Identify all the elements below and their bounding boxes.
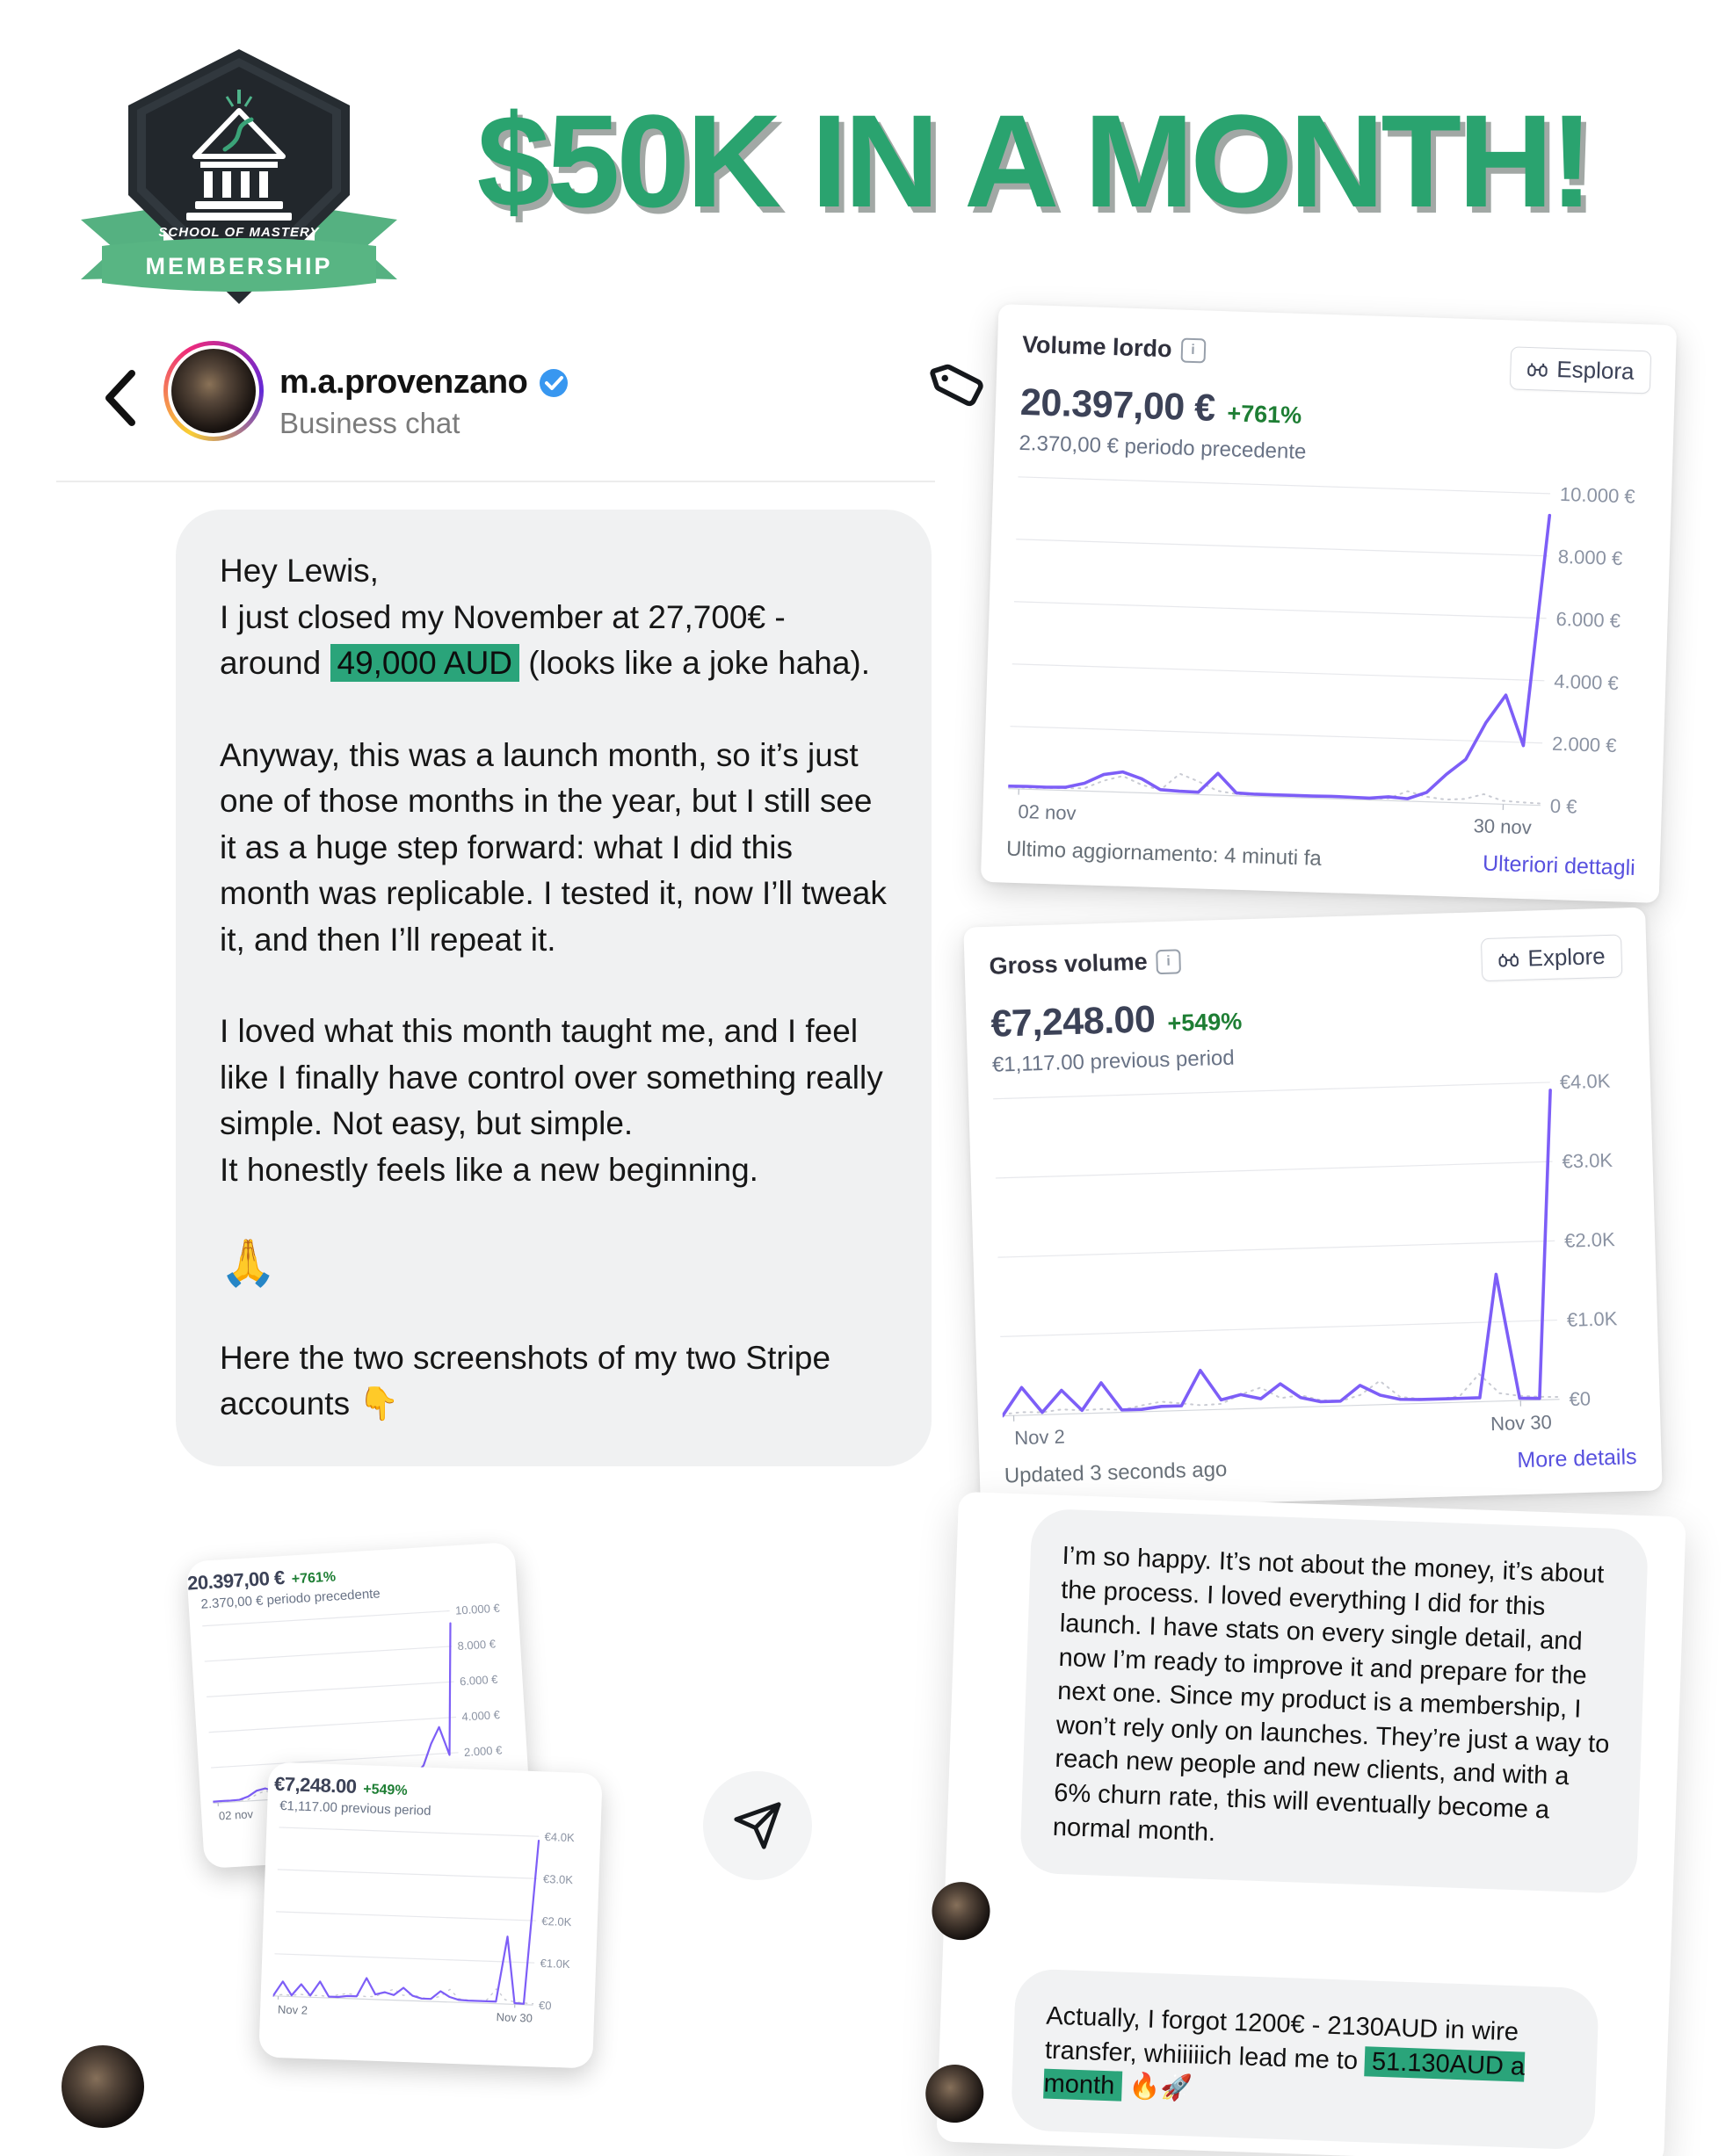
school-of-mastery-badge: SCHOOL OF MASTERY MEMBERSHIP [76,44,402,311]
svg-text:02 nov: 02 nov [219,1807,254,1822]
binoculars-icon [1527,362,1548,377]
svg-text:€2.0K: €2.0K [1564,1228,1616,1252]
svg-text:€0: €0 [539,1999,552,2012]
badge-school-text: SCHOOL OF MASTERY [158,225,320,240]
shield-inner [146,67,332,279]
avatar [62,2045,144,2128]
chat-message-followup: Actually, I forgot 1200€ - 2130AUD in wi… [1010,1968,1599,2151]
chat-message-main: Hey Lewis, I just closed my November at … [176,510,932,1466]
back-chevron-icon [105,370,135,426]
gross-volume-value: €7,248.00 [990,998,1157,1045]
last-updated-text: Updated 3 seconds ago [1004,1457,1228,1488]
esplora-button[interactable]: Esplora [1509,346,1652,394]
avatar-photo [168,345,259,437]
details-link[interactable]: Ulteriori dettagli [1482,850,1636,881]
svg-text:Nov 30: Nov 30 [1490,1411,1552,1435]
mini-value: 20.397,00 € [186,1566,286,1595]
share-button[interactable] [703,1771,812,1880]
svg-text:€1.0K: €1.0K [1567,1307,1619,1331]
username: m.a.provenzano [279,364,528,401]
svg-text:6.000 €: 6.000 € [460,1673,499,1689]
praying-hands-emoji: 🙏 [220,1238,277,1290]
svg-text:Nov 30: Nov 30 [496,2010,533,2024]
fire-rocket-emoji: 🔥🚀 [1120,2072,1193,2103]
metric-label: Gross volume i [989,947,1182,980]
message-line: Hey Lewis, [220,553,379,589]
svg-text:€0: €0 [1569,1387,1591,1410]
back-button[interactable] [102,369,137,427]
paper-plane-icon [734,1802,781,1849]
temple-beam [200,162,278,168]
svg-text:8.000 €: 8.000 € [457,1637,497,1653]
explore-button[interactable]: Explore [1480,934,1623,982]
verified-badge-icon [540,368,569,397]
stripe-card-volume-lordo: Volume lordo i Esplora 20.397,00 € +761%… [980,304,1678,903]
svg-text:30 nov: 30 nov [1473,814,1532,838]
message-paragraph: I loved what this month taught me, and I… [220,1013,883,1142]
message-paragraph: It honestly feels like a new beginning. [220,1151,758,1188]
highlight-49000-aud: 49,000 AUD [330,644,520,683]
svg-text:02 nov: 02 nov [1018,800,1077,824]
stripe-card-gross-volume: Gross volume i Explore €7,248.00 +549% €… [963,907,1663,1511]
profile-avatar[interactable] [163,341,264,441]
message-paragraph: I just closed my November at 27,700€ - a… [220,598,871,683]
delta-badge: +761% [1226,400,1302,429]
temple-roof-icon [192,108,286,159]
delta-badge: +549% [1167,1008,1243,1037]
last-updated-text: Ultimo aggiornamento: 4 minuti fa [1005,836,1323,871]
binoculars-icon [1498,952,1519,967]
svg-text:2.000 €: 2.000 € [464,1743,504,1759]
svg-text:€1.0K: €1.0K [540,1957,570,1971]
temple-squiggle [222,117,254,152]
reply-screenshot-panel: I’m so happy. It’s not about the money, … [925,1491,1686,2156]
svg-text:10.000 €: 10.000 € [455,1602,501,1617]
message-paragraph: Here the two screenshots of my two Strip… [220,1339,831,1422]
svg-text:€2.0K: €2.0K [541,1914,572,1928]
info-icon: i [1156,948,1182,974]
metric-label: Volume lordo i [1022,331,1206,365]
avatar [931,1881,991,1942]
svg-text:Nov 2: Nov 2 [1014,1425,1065,1449]
svg-text:4.000 €: 4.000 € [1554,670,1619,694]
chat-subtitle: Business chat [279,407,460,439]
avatar [925,2063,985,2124]
profile-header[interactable]: m.a.provenzano Business chat [279,364,569,440]
gross-volume-chart: €0 €1.0K €2.0K €3.0K €4.0K Nov 2 Nov 30 [993,1070,1636,1454]
gross-volume-value: 20.397,00 € [1019,380,1216,430]
header-divider [56,481,935,482]
tag-icon [923,350,994,421]
svg-text:2.000 €: 2.000 € [1552,733,1617,756]
svg-text:8.000 €: 8.000 € [1557,546,1622,569]
badge-ribbon-text: MEMBERSHIP [145,253,332,279]
mini-gross-chart: €0 €1.0K €2.0K €3.0K €4.0K Nov 2 Nov 30 [272,1820,589,2029]
svg-text:€3.0K: €3.0K [1562,1149,1613,1173]
details-link[interactable]: More details [1517,1444,1637,1473]
svg-text:6.000 €: 6.000 € [1555,608,1621,632]
svg-text:4.000 €: 4.000 € [461,1708,501,1724]
svg-text:€4.0K: €4.0K [544,1830,575,1844]
mini-value: €7,248.00 [273,1772,357,1798]
svg-text:€4.0K: €4.0K [1559,1073,1611,1093]
svg-text:10.000 €: 10.000 € [1560,483,1635,508]
svg-text:0 €: 0 € [1550,795,1577,818]
chat-message-reply: I’m so happy. It’s not about the money, … [1019,1508,1650,1895]
mini-delta: +761% [291,1569,337,1588]
info-icon: i [1180,337,1206,363]
ribbon-band [102,238,376,292]
mini-screenshot-gross-volume: €7,248.00 +549% €1,117.00 previous perio… [258,1762,603,2069]
mini-delta: +549% [363,1782,408,1798]
svg-text:€3.0K: €3.0K [543,1872,574,1886]
pointing-down-emoji: 👇 [359,1385,400,1422]
volume-lordo-chart: 0 € 2.000 € 4.000 € 6.000 € 8.000 € 10.000 € 0… [1006,470,1647,847]
badge-shield-icon: SCHOOL OF MASTERY MEMBERSHIP [81,49,397,304]
page-title: $50K IN A MONTH! [476,87,1594,235]
message-paragraph: Anyway, this was a launch month, so it’s… [220,736,887,958]
svg-text:Nov 2: Nov 2 [278,2003,308,2017]
